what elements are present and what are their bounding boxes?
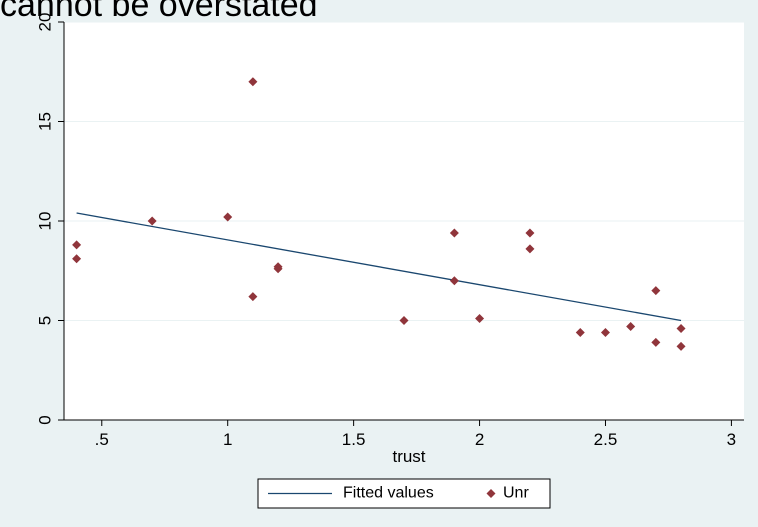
data-point (449, 276, 459, 286)
x-tick-label: 1.5 (342, 430, 366, 449)
x-tick-label: 2 (475, 430, 484, 449)
y-tick-label: 20 (35, 13, 54, 32)
data-point (399, 316, 409, 325)
x-tick-label: 2.5 (594, 430, 618, 449)
x-tick-label: 1 (223, 430, 232, 449)
data-point (248, 77, 258, 87)
data-point (651, 337, 661, 347)
data-point (525, 228, 535, 238)
data-point (676, 341, 686, 351)
legend-marker-swatch (486, 489, 496, 498)
legend: Fitted values Unr (257, 478, 551, 509)
data-point (72, 240, 82, 250)
y-tick-label: 10 (35, 212, 54, 231)
x-tick-label: 3 (727, 430, 736, 449)
data-point (273, 264, 283, 274)
data-point (575, 327, 585, 337)
data-point (223, 212, 233, 222)
data-point (248, 292, 258, 302)
data-point (449, 228, 459, 238)
x-tick-label: .5 (95, 430, 109, 449)
data-point (72, 254, 82, 264)
data-point (475, 314, 485, 324)
page-heading-fragment: cannot be overstated (0, 0, 318, 24)
x-axis-label: trust (392, 447, 425, 466)
y-tick-label: 5 (35, 316, 54, 325)
y-tick-label: 0 (35, 415, 54, 424)
data-point (600, 327, 610, 337)
data-point (525, 244, 535, 254)
y-tick-label: 15 (35, 112, 54, 131)
data-point (651, 286, 661, 296)
series-layer (72, 77, 686, 351)
data-point (626, 321, 636, 331)
data-point (147, 216, 157, 226)
legend-label-fitted: Fitted values (343, 485, 434, 502)
fitted-values-line (76, 212, 682, 322)
axes: 0 5 10 15 20 .5 1 1.5 2 2.5 3 (35, 13, 744, 449)
legend-label-unr: Unr (503, 485, 529, 502)
data-point (676, 323, 686, 333)
